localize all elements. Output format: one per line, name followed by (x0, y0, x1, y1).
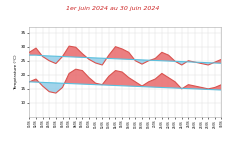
Y-axis label: Température (°C): Température (°C) (14, 54, 18, 90)
Text: 1er juin 2024 au 30 juin 2024: 1er juin 2024 au 30 juin 2024 (66, 6, 159, 11)
